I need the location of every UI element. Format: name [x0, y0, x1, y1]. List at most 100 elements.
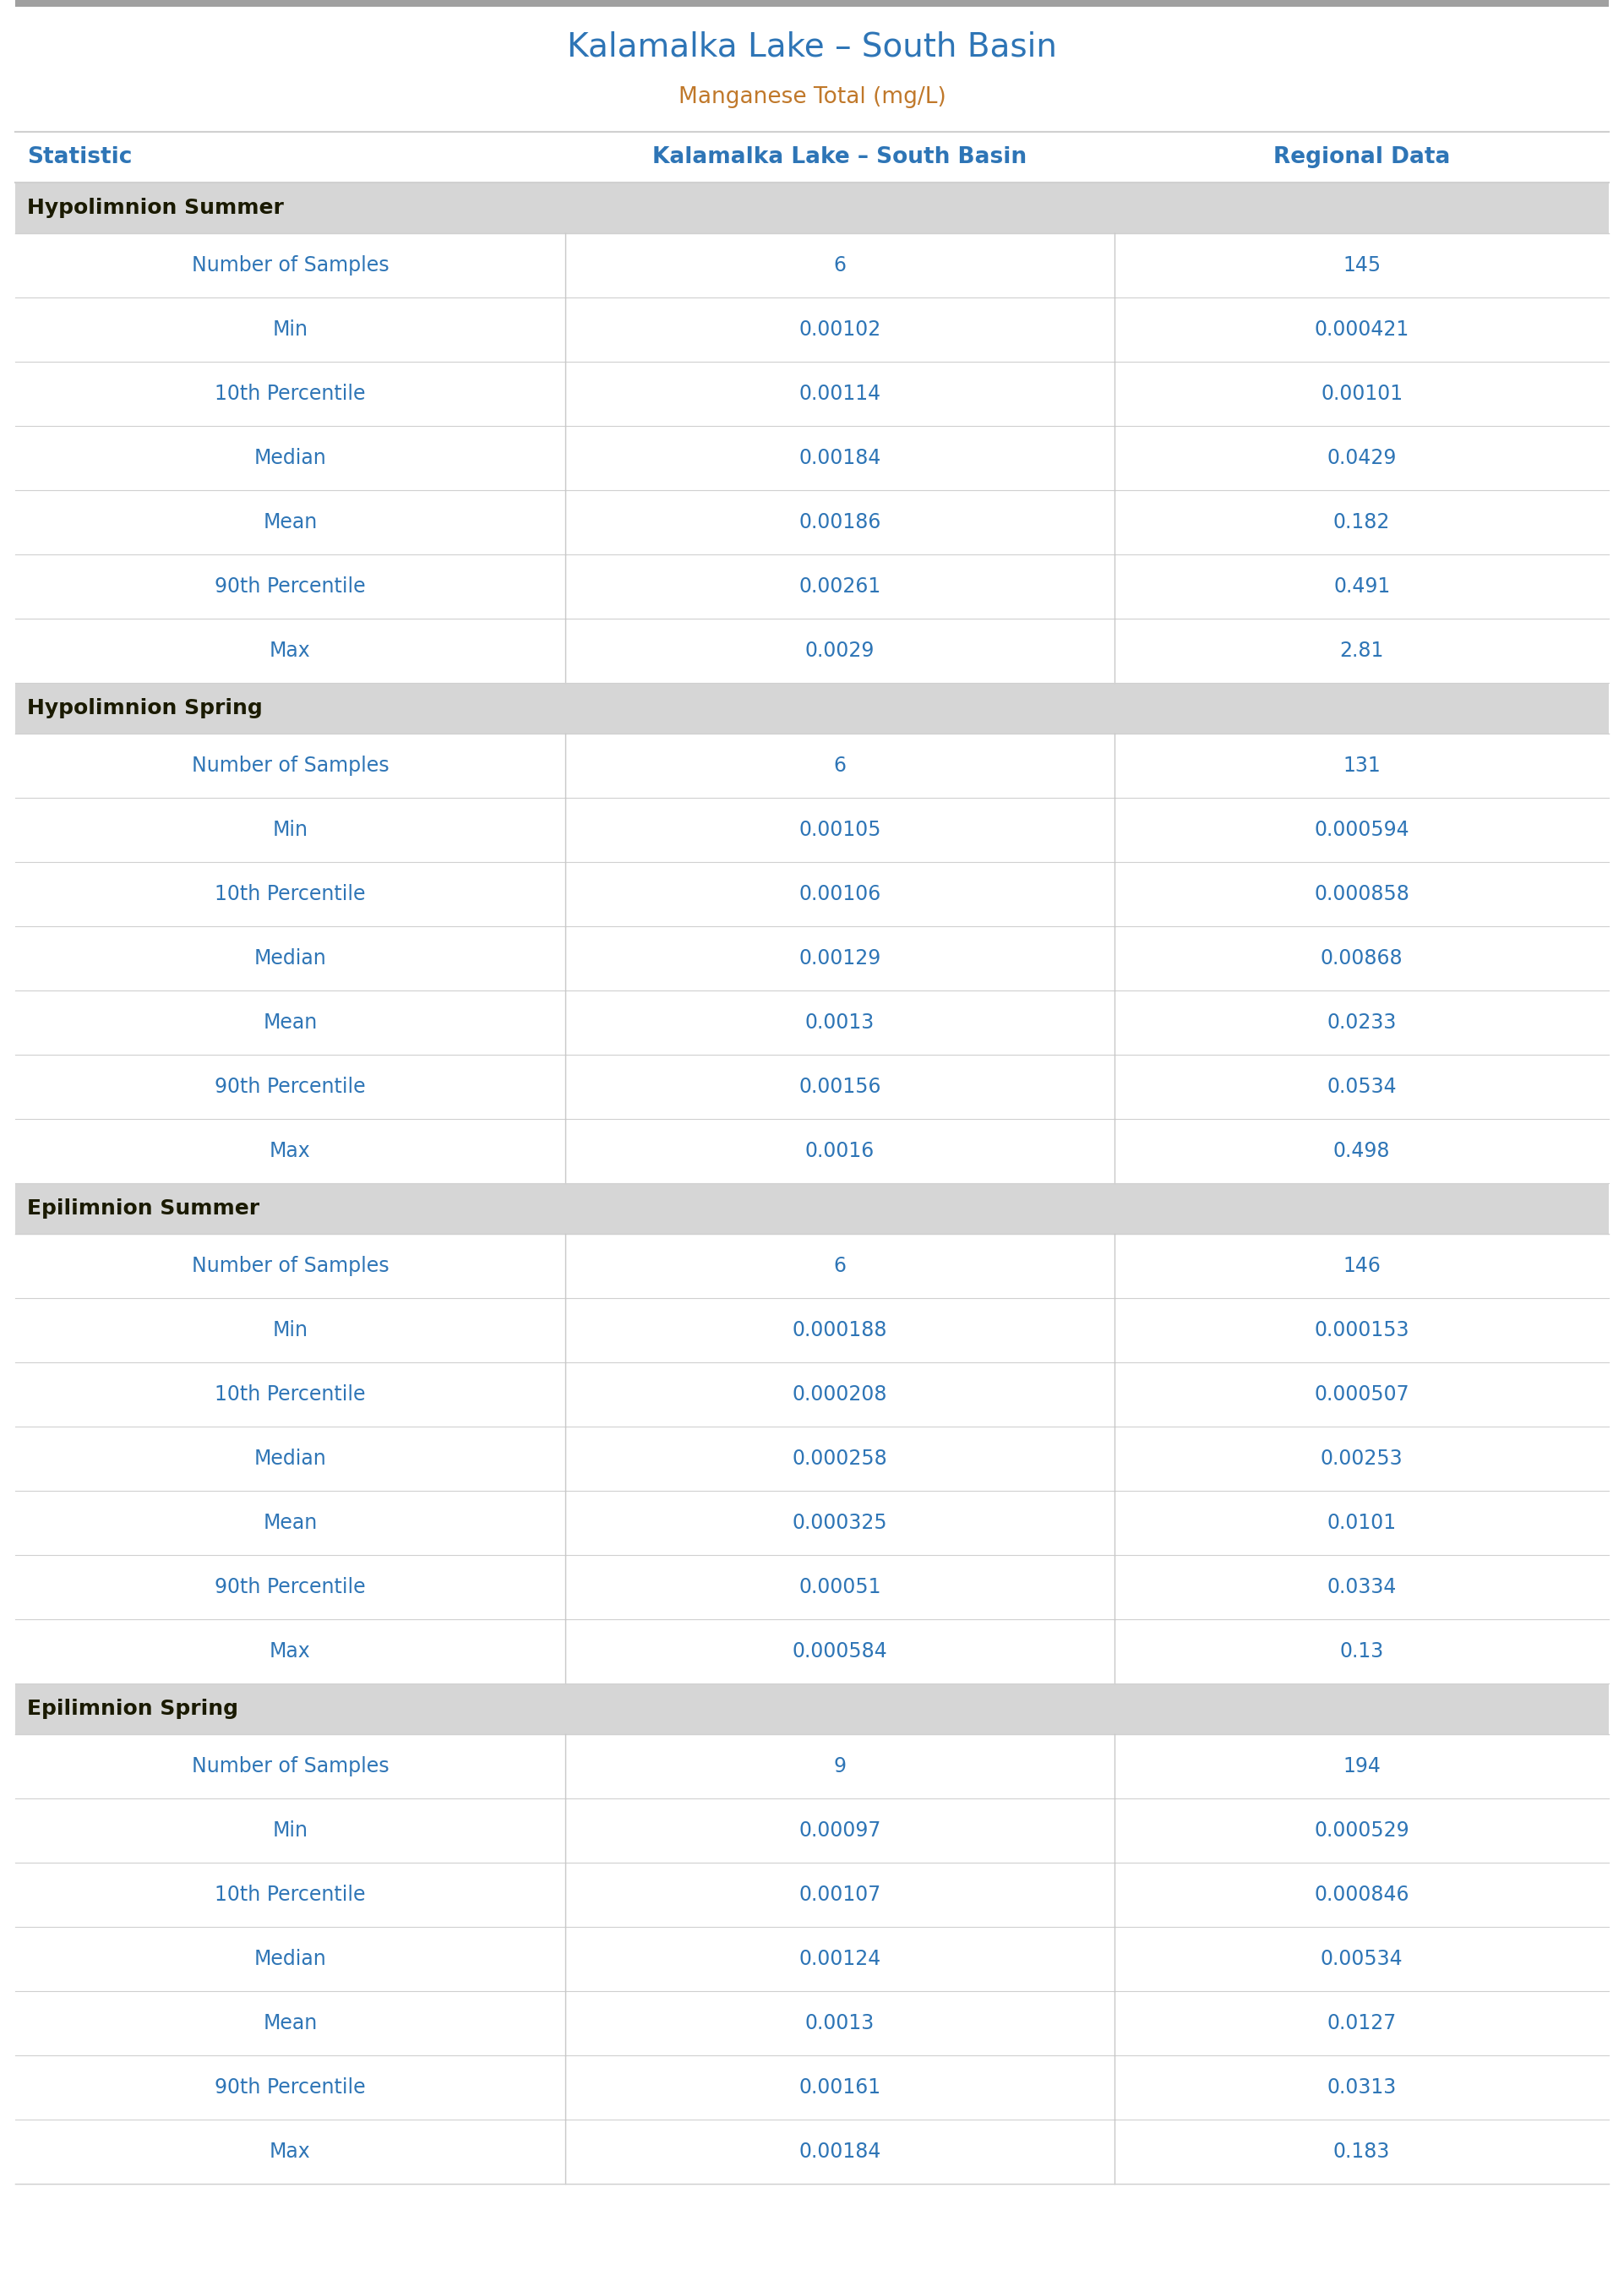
Text: 0.13: 0.13	[1340, 1641, 1384, 1662]
Text: 0.00261: 0.00261	[799, 577, 880, 597]
Text: 0.00534: 0.00534	[1320, 1950, 1403, 1968]
Text: Max: Max	[270, 1641, 310, 1662]
Text: 145: 145	[1343, 254, 1380, 275]
Bar	[15, 1491, 1609, 1555]
Bar	[15, 1991, 1609, 2054]
Bar	[15, 1555, 1609, 1619]
Bar	[15, 1298, 1609, 1362]
Text: 0.00184: 0.00184	[799, 447, 882, 468]
Bar	[15, 2120, 1609, 2184]
Text: Number of Samples: Number of Samples	[192, 1255, 388, 1276]
Text: Mean: Mean	[263, 2013, 317, 2034]
Text: Number of Samples: Number of Samples	[192, 756, 388, 776]
Text: 0.000325: 0.000325	[793, 1512, 887, 1532]
Text: 194: 194	[1343, 1757, 1380, 1777]
Text: Max: Max	[270, 2141, 310, 2161]
Bar	[15, 683, 1609, 733]
Bar	[15, 1056, 1609, 1119]
Text: 0.000507: 0.000507	[1314, 1385, 1410, 1405]
Text: 90th Percentile: 90th Percentile	[214, 1578, 365, 1598]
Text: 0.00253: 0.00253	[1320, 1448, 1403, 1469]
Text: 10th Percentile: 10th Percentile	[214, 1884, 365, 1905]
Text: Hypolimnion Summer: Hypolimnion Summer	[28, 197, 284, 218]
Text: 146: 146	[1343, 1255, 1380, 1276]
Text: 0.000258: 0.000258	[793, 1448, 888, 1469]
Bar	[15, 990, 1609, 1056]
Text: 0.0016: 0.0016	[806, 1142, 875, 1162]
Text: Median: Median	[253, 949, 326, 969]
Text: Hypolimnion Spring: Hypolimnion Spring	[28, 699, 263, 717]
Text: 0.00186: 0.00186	[799, 513, 882, 533]
Text: 0.00101: 0.00101	[1320, 384, 1403, 404]
Bar	[15, 1362, 1609, 1426]
Text: 9: 9	[833, 1757, 846, 1777]
Bar	[15, 132, 1609, 182]
Text: 131: 131	[1343, 756, 1380, 776]
Text: 0.000594: 0.000594	[1314, 819, 1410, 840]
Bar	[15, 733, 1609, 797]
Text: 0.00868: 0.00868	[1320, 949, 1403, 969]
Text: 0.000846: 0.000846	[1314, 1884, 1410, 1905]
Text: Epilimnion Spring: Epilimnion Spring	[28, 1698, 239, 1718]
Text: Regional Data: Regional Data	[1273, 145, 1450, 168]
Bar	[15, 1619, 1609, 1684]
Bar	[15, 1183, 1609, 1235]
Bar	[15, 2054, 1609, 2120]
Text: 0.000188: 0.000188	[793, 1321, 887, 1339]
Text: Manganese Total (mg/L): Manganese Total (mg/L)	[679, 86, 945, 107]
Text: 0.498: 0.498	[1333, 1142, 1390, 1162]
Text: 0.00097: 0.00097	[799, 1821, 882, 1841]
Text: Max: Max	[270, 1142, 310, 1162]
Bar	[15, 0, 1609, 7]
Text: 0.00184: 0.00184	[799, 2141, 882, 2161]
Bar	[15, 1864, 1609, 1927]
Text: 0.0233: 0.0233	[1327, 1012, 1397, 1033]
Text: Mean: Mean	[263, 1512, 317, 1532]
Text: Mean: Mean	[263, 513, 317, 533]
Text: 0.00107: 0.00107	[799, 1884, 880, 1905]
Text: Epilimnion Summer: Epilimnion Summer	[28, 1199, 260, 1219]
Text: Median: Median	[253, 1950, 326, 1968]
Bar	[15, 182, 1609, 234]
Text: Median: Median	[253, 447, 326, 468]
Text: 90th Percentile: 90th Percentile	[214, 2077, 365, 2097]
Text: 0.00102: 0.00102	[799, 320, 880, 340]
Text: 0.000584: 0.000584	[793, 1641, 888, 1662]
Text: 2.81: 2.81	[1340, 640, 1384, 661]
Bar	[15, 297, 1609, 361]
Text: 10th Percentile: 10th Percentile	[214, 1385, 365, 1405]
Bar	[15, 554, 1609, 620]
Text: Min: Min	[273, 819, 309, 840]
Bar	[15, 926, 1609, 990]
Text: 0.182: 0.182	[1333, 513, 1390, 533]
Text: 0.00051: 0.00051	[799, 1578, 882, 1598]
Text: 0.000208: 0.000208	[793, 1385, 887, 1405]
Text: 10th Percentile: 10th Percentile	[214, 883, 365, 903]
Text: 0.0013: 0.0013	[806, 1012, 875, 1033]
Text: Statistic: Statistic	[28, 145, 132, 168]
Text: 0.0101: 0.0101	[1327, 1512, 1397, 1532]
Text: Number of Samples: Number of Samples	[192, 254, 388, 275]
Bar	[15, 234, 1609, 297]
Text: Kalamalka Lake – South Basin: Kalamalka Lake – South Basin	[653, 145, 1026, 168]
Text: Number of Samples: Number of Samples	[192, 1757, 388, 1777]
Text: 0.00106: 0.00106	[799, 883, 880, 903]
Bar	[15, 1235, 1609, 1298]
Text: 0.491: 0.491	[1333, 577, 1390, 597]
Bar	[15, 1119, 1609, 1183]
Text: 0.183: 0.183	[1333, 2141, 1390, 2161]
Text: 0.000153: 0.000153	[1314, 1321, 1410, 1339]
Text: 0.00156: 0.00156	[799, 1076, 882, 1096]
Text: 0.00129: 0.00129	[799, 949, 880, 969]
Text: 0.000529: 0.000529	[1314, 1821, 1410, 1841]
Text: Min: Min	[273, 1321, 309, 1339]
Text: 0.00124: 0.00124	[799, 1950, 880, 1968]
Bar	[15, 490, 1609, 554]
Text: Median: Median	[253, 1448, 326, 1469]
Bar	[15, 7, 1609, 132]
Bar	[15, 1426, 1609, 1491]
Bar	[15, 1798, 1609, 1864]
Text: 90th Percentile: 90th Percentile	[214, 1076, 365, 1096]
Text: 0.0334: 0.0334	[1327, 1578, 1397, 1598]
Text: 0.000421: 0.000421	[1314, 320, 1410, 340]
